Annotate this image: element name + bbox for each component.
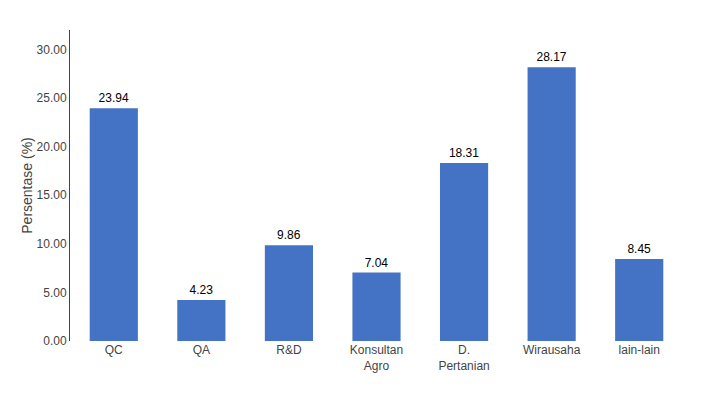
svg-text:Wirausaha: Wirausaha <box>523 343 581 357</box>
svg-text:7.04: 7.04 <box>365 256 389 270</box>
svg-text:10.00: 10.00 <box>37 237 67 251</box>
svg-text:15.00: 15.00 <box>37 188 67 202</box>
svg-text:R&D: R&D <box>276 343 302 357</box>
svg-text:lain-lain: lain-lain <box>619 343 660 357</box>
svg-text:18.31: 18.31 <box>449 146 479 160</box>
svg-text:KonsultanAgro: KonsultanAgro <box>350 343 403 373</box>
svg-text:4.23: 4.23 <box>190 283 214 297</box>
svg-text:23.94: 23.94 <box>99 91 129 105</box>
svg-text:9.86: 9.86 <box>277 228 301 242</box>
svg-text:Persentase (%): Persentase (%) <box>19 137 35 233</box>
svg-text:5.00: 5.00 <box>43 286 67 300</box>
svg-text:25.00: 25.00 <box>37 91 67 105</box>
svg-text:QC: QC <box>105 343 123 357</box>
svg-text:30.00: 30.00 <box>37 43 67 57</box>
svg-text:20.00: 20.00 <box>37 140 67 154</box>
svg-text:D.Pertanian: D.Pertanian <box>438 343 489 373</box>
svg-text:28.17: 28.17 <box>536 50 566 64</box>
svg-text:8.45: 8.45 <box>627 242 651 256</box>
svg-text:QA: QA <box>193 343 210 357</box>
svg-text:0.00: 0.00 <box>43 334 67 348</box>
